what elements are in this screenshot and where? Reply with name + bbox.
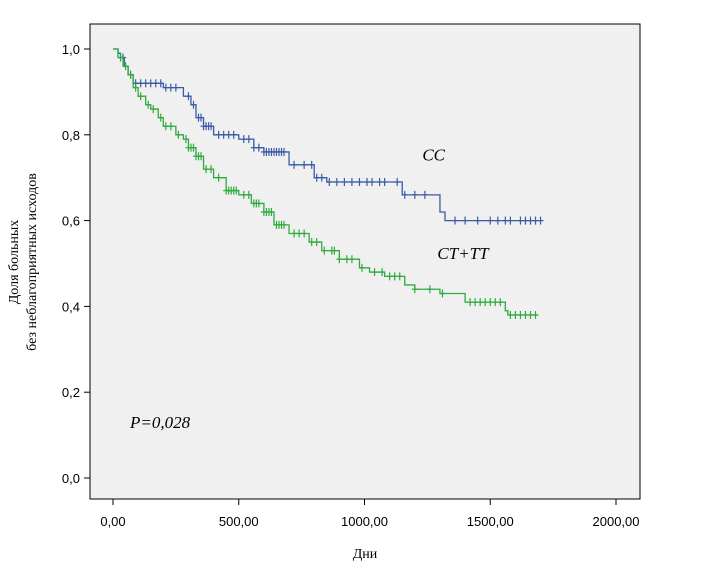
series-label-0: CC — [422, 146, 445, 165]
y-tick-label: 0,8 — [62, 128, 80, 143]
y-tick-label: 0,2 — [62, 385, 80, 400]
y-tick-label: 1,0 — [62, 42, 80, 57]
p-value-annotation: P=0,028 — [129, 413, 191, 432]
plot-area — [89, 23, 641, 500]
series-label-1: CT+TT — [437, 244, 490, 263]
x-tick-label: 500,00 — [219, 514, 259, 529]
x-tick-label: 2000,00 — [593, 514, 640, 529]
x-axis-title: Дни — [353, 547, 378, 562]
x-tick-label: 1500,00 — [467, 514, 514, 529]
y-axis-title-line2: без неблагоприятных исходов — [25, 173, 40, 351]
y-axis-title-line1: Доля больных — [7, 220, 22, 305]
axes: 0,0 0,2 0,4 0,6 0,8 1,0 0,00 500,00 1000,00 1500,… — [62, 42, 640, 529]
plot-lines: CC CT+TT — [113, 48, 544, 319]
series-line-1 — [113, 48, 539, 316]
y-tick-label: 0,6 — [62, 214, 80, 229]
y-tick-label: 0,0 — [62, 471, 80, 486]
x-tick-label: 1000,00 — [341, 514, 388, 529]
x-tick-label: 0,00 — [100, 514, 125, 529]
y-tick-label: 0,4 — [62, 299, 80, 314]
